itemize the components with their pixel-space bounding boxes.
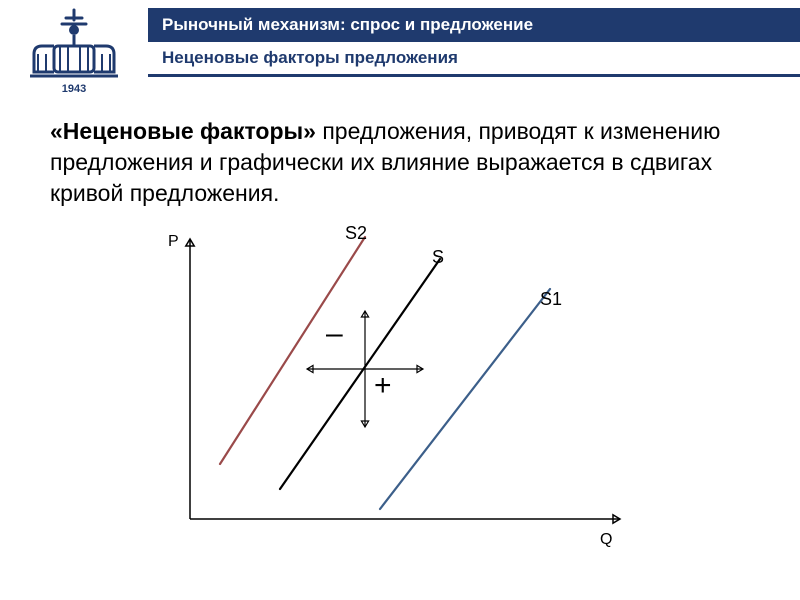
slide-subtitle: Неценовые факторы предложения: [148, 42, 800, 77]
y-axis-label: P: [168, 233, 179, 251]
logo-year: 1943: [62, 83, 86, 95]
logo: 1943: [0, 0, 148, 98]
slide-title: Рыночный механизм: спрос и предложение: [148, 8, 800, 42]
paragraph-lead: «Неценовые факторы»: [50, 118, 316, 144]
chart-canvas: [140, 219, 680, 559]
plus-sign: +: [374, 369, 392, 403]
curve-label-s: S: [432, 247, 444, 268]
x-axis-label: Q: [600, 531, 612, 549]
minus-sign: –: [326, 317, 343, 351]
curve-label-s2: S2: [345, 223, 367, 244]
header: 1943 Рыночный механизм: спрос и предложе…: [0, 0, 800, 98]
title-bars: Рыночный механизм: спрос и предложение Н…: [148, 8, 800, 77]
supply-shift-chart: P Q S S1 S2 – +: [140, 219, 680, 559]
university-crest-icon: 1943: [24, 6, 124, 96]
body-paragraph: «Неценовые факторы» предложения, приводя…: [50, 116, 760, 209]
curve-label-s1: S1: [540, 289, 562, 310]
